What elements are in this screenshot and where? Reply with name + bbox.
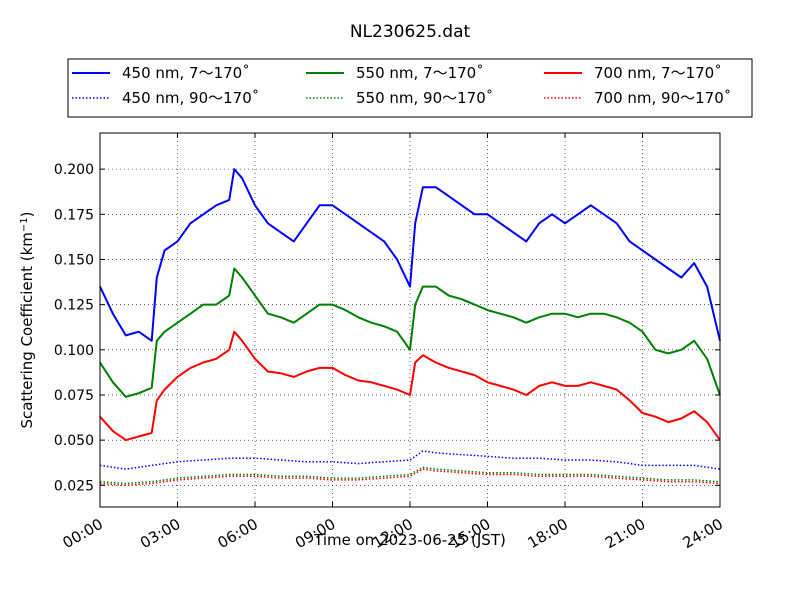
y-tick-label: 0.200 <box>54 162 94 178</box>
series-layer <box>99 168 721 487</box>
grid <box>99 133 721 507</box>
series-line <box>99 267 721 398</box>
y-axis-label: Scattering Coefficient (km−1) <box>18 211 36 428</box>
plot-frame <box>100 133 720 507</box>
y-tick-label: 0.150 <box>54 252 94 268</box>
y-axis-label-sup: −1 <box>19 217 30 232</box>
series-line <box>99 330 721 442</box>
y-tick-label: 0.100 <box>54 343 94 359</box>
legend-label: 550 nm, 90～170˚ <box>356 89 493 107</box>
legend-label: 700 nm, 90～170˚ <box>594 89 731 107</box>
x-tick-label: 18:00 <box>525 515 571 552</box>
x-tick-label: 03:00 <box>137 515 183 552</box>
y-axis-label-main: Scattering Coefficient (km <box>18 232 36 428</box>
legend-label: 450 nm, 7～170˚ <box>122 64 250 82</box>
series-line <box>99 468 721 487</box>
series-line <box>99 168 721 342</box>
legend-label: 450 nm, 90～170˚ <box>122 89 259 107</box>
x-axis-label: Time on 2023-06-25 (JST) <box>313 531 506 549</box>
series-line <box>99 450 721 470</box>
legend: 450 nm, 7～170˚ 450 nm, 90～170˚ 550 nm, 7～1… <box>67 58 753 118</box>
x-tick-label: 21:00 <box>602 515 648 552</box>
plot-area: 0.025 0.050 0.075 0.100 0.125 0.150 0.175 0.200… <box>54 132 726 552</box>
y-tick-label: 0.075 <box>54 388 94 404</box>
chart-title: NL230625.dat <box>350 22 471 42</box>
legend-label: 550 nm, 7～170˚ <box>356 64 484 82</box>
legend-box <box>67 58 753 118</box>
legend-label: 700 nm, 7～170˚ <box>594 64 722 82</box>
y-tick-label: 0.025 <box>54 478 94 494</box>
x-tick-label: 00:00 <box>60 515 106 552</box>
y-tick-label: 0.125 <box>54 298 94 314</box>
y-axis-label-close: ) <box>18 211 36 217</box>
series-line <box>99 466 721 485</box>
x-tick-label: 24:00 <box>680 515 726 552</box>
y-tick-label: 0.175 <box>54 207 94 223</box>
x-tick-label: 06:00 <box>215 515 261 552</box>
y-tick-label: 0.050 <box>54 433 94 449</box>
